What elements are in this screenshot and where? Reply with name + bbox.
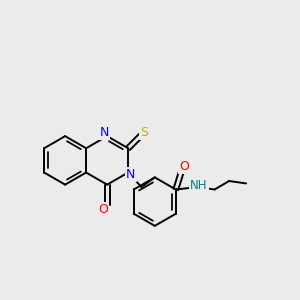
Text: O: O: [98, 203, 108, 216]
Text: N: N: [126, 168, 136, 181]
Text: NH: NH: [190, 179, 208, 192]
Text: O: O: [179, 160, 189, 173]
Text: N: N: [100, 126, 109, 139]
Text: S: S: [140, 126, 148, 139]
